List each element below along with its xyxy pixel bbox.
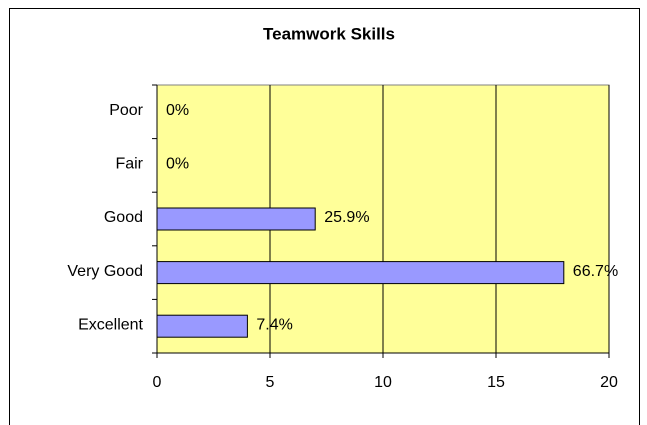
y-tick-label: Excellent xyxy=(78,316,143,333)
data-label: 7.4% xyxy=(256,316,292,333)
y-tick-label: Fair xyxy=(115,156,143,173)
y-tick-label: Poor xyxy=(109,102,143,119)
x-tick-label: 15 xyxy=(487,374,505,391)
bar xyxy=(156,261,565,285)
data-label: 0% xyxy=(166,156,189,173)
bar xyxy=(156,314,248,338)
data-label: 66.7% xyxy=(573,263,618,280)
data-label: 25.9% xyxy=(324,209,369,226)
y-tick-label: Good xyxy=(104,209,143,226)
x-tick-label: 20 xyxy=(600,374,618,391)
chart-title: Teamwork Skills xyxy=(263,24,395,43)
x-tick-label: 5 xyxy=(266,374,275,391)
y-tick-label: Very Good xyxy=(67,263,143,280)
x-tick-label: 10 xyxy=(374,374,392,391)
data-label: 0% xyxy=(166,102,189,119)
bar xyxy=(156,207,316,231)
x-tick-label: 0 xyxy=(153,374,162,391)
